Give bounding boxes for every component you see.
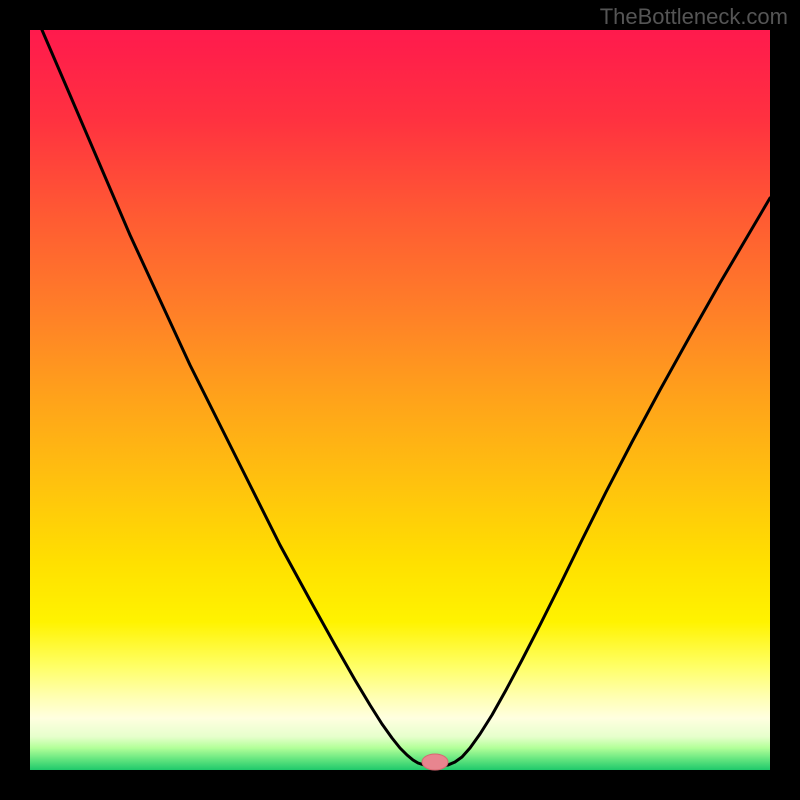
- chart-container: TheBottleneck.com: [0, 0, 800, 800]
- plot-background: [30, 30, 770, 770]
- bottleneck-curve-chart: [0, 0, 800, 800]
- optimal-point-marker: [422, 754, 448, 770]
- watermark-text: TheBottleneck.com: [600, 4, 788, 30]
